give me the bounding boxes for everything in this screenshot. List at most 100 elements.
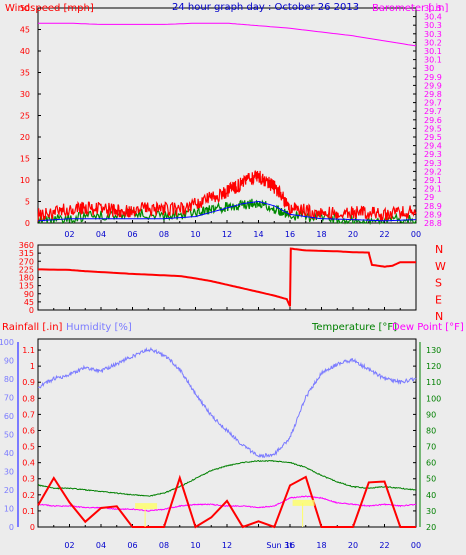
windspeed-line	[37, 169, 417, 222]
barometer-line	[38, 22, 417, 47]
x-tick-label: 22	[379, 541, 389, 550]
compass-label: N	[435, 310, 443, 323]
rain-tick-label: 0.4	[22, 459, 35, 468]
x-tick-label: 00	[411, 541, 421, 550]
baro-tick-label: 28.9	[424, 210, 442, 219]
baro-tick-label: 30.2	[424, 38, 442, 47]
baro-tick-label: 29.1	[424, 176, 442, 185]
x-tick-label: 18	[316, 230, 326, 239]
x-tick-label: 10	[190, 230, 200, 239]
humidity-tick-label: 90	[4, 357, 14, 366]
x-tick-label: 14	[253, 230, 263, 239]
x-tick-label: 18	[316, 541, 326, 550]
wind-direction-line	[38, 247, 416, 307]
x-tick-label: 04	[96, 230, 106, 239]
baro-tick-label: 30.5	[424, 4, 442, 13]
data-series	[37, 22, 417, 529]
baro-tick-label: 29.9	[424, 81, 442, 90]
rain-tick-label: 0	[30, 523, 35, 532]
humidity-tick-label: 100	[0, 338, 14, 347]
baro-tick-label: 28.8	[424, 219, 442, 228]
humidity-tick-label: 40	[4, 449, 14, 458]
wind-tick-label: 5	[25, 198, 30, 207]
humidity-tick-label: 0	[9, 523, 14, 532]
compass-label: E	[435, 293, 442, 306]
temp-tick-label: 110	[426, 378, 441, 387]
wind-tick-label: 20	[20, 133, 30, 142]
baro-tick-label: 29.5	[424, 133, 442, 142]
wind-tick-label: 25	[20, 112, 30, 121]
x-tick-label: 06	[127, 230, 137, 239]
baro-tick-label: 29.8	[424, 90, 442, 99]
sun-label: Sun 3t	[266, 541, 292, 550]
x-tick-label: 06	[127, 541, 137, 550]
baro-tick-label: 30.3	[424, 21, 442, 30]
baro-tick-label: 29.5	[424, 124, 442, 133]
x-tick-label: 20	[348, 541, 358, 550]
baro-tick-label: 29.3	[424, 150, 442, 159]
temperature-line	[37, 459, 416, 497]
temp-tick-label: 50	[426, 475, 436, 484]
wind-average-line	[37, 200, 417, 222]
baro-tick-label: 29.3	[424, 159, 442, 168]
rain-tick-label: 0.1	[22, 507, 35, 516]
wind-tick-label: 0	[25, 219, 30, 228]
wind-tick-label: 30	[20, 90, 30, 99]
twilight-mark	[292, 499, 315, 506]
direction-tick-label: 360	[19, 241, 34, 250]
wind-tick-label: 10	[20, 176, 30, 185]
baro-tick-label: 30	[424, 64, 434, 73]
rainfall-line	[37, 474, 416, 529]
temp-tick-label: 120	[426, 362, 441, 371]
x-tick-label: 12	[222, 541, 232, 550]
direction-tick-label: 180	[19, 274, 34, 283]
rain-tick-label: 0.2	[22, 491, 35, 500]
baro-tick-label: 28.9	[424, 202, 442, 211]
rain-tick-label: 1	[30, 362, 35, 371]
compass-label: W	[435, 260, 446, 273]
baro-tick-label: 29.4	[424, 142, 442, 151]
temp-tick-label: 70	[426, 443, 436, 452]
barometer-label: Barometer [.in]	[372, 3, 448, 14]
humidity-tick-label: 80	[4, 375, 14, 384]
temp-tick-label: 130	[426, 346, 441, 355]
humidity-tick-label: 10	[4, 505, 14, 514]
direction-tick-label: 225	[19, 265, 34, 274]
x-tick-label: 08	[159, 230, 169, 239]
wind-tick-label: 15	[20, 155, 30, 164]
baro-tick-label: 29.9	[424, 73, 442, 82]
direction-tick-label: 135	[19, 282, 34, 291]
twilight-mark	[135, 503, 158, 510]
x-tick-label: 08	[159, 541, 169, 550]
x-tick-label: 10	[190, 541, 200, 550]
direction-tick-label: 45	[24, 298, 34, 307]
humidity-tick-label: 60	[4, 412, 14, 421]
humidity-tick-label: 20	[4, 486, 14, 495]
humidity-tick-label: 70	[4, 394, 14, 403]
direction-tick-label: 315	[19, 249, 34, 258]
x-tick-label: 04	[96, 541, 106, 550]
temperature-label: Temperature [°F]	[311, 322, 397, 333]
humidity-label: Humidity [%]	[66, 322, 132, 333]
x-tick-label: 12	[222, 230, 232, 239]
rain-tick-label: 0.5	[22, 443, 35, 452]
baro-tick-label: 29.7	[424, 99, 442, 108]
temp-tick-label: 80	[426, 426, 436, 435]
baro-tick-label: 30.4	[424, 13, 442, 22]
compass-label: N	[435, 243, 443, 256]
rainfall-label: Rainfall [.in]	[2, 322, 63, 333]
baro-tick-label: 29.6	[424, 116, 442, 125]
x-tick-label: 22	[379, 230, 389, 239]
direction-tick-label: 0	[29, 306, 34, 315]
baro-tick-label: 30.1	[424, 56, 442, 65]
temp-tick-label: 30	[426, 507, 436, 516]
compass-label: S	[435, 277, 442, 290]
rain-tick-label: 0.7	[22, 410, 35, 419]
axis-ticks: 0510152025303540455028.828.928.92929.129…	[0, 4, 446, 550]
wind-tick-label: 40	[20, 47, 30, 56]
rain-tick-label: 0.9	[22, 378, 35, 387]
direction-tick-label: 90	[24, 290, 34, 299]
rain-tick-label: 0.3	[22, 475, 35, 484]
